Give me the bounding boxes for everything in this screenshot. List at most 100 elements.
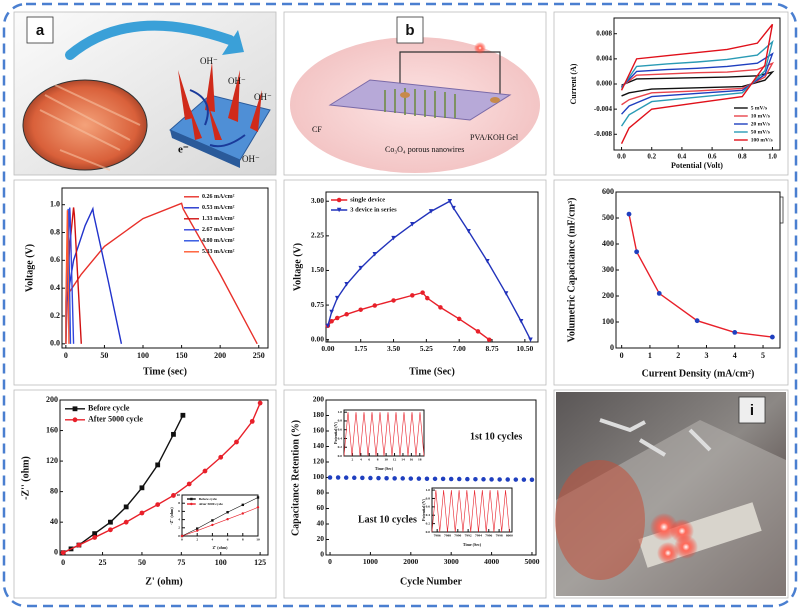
- x-tick-label: 12: [393, 457, 397, 461]
- y-tick-label: 60: [317, 503, 325, 512]
- ion-label: OH⁻: [228, 76, 246, 86]
- marker: [473, 476, 478, 482]
- marker: [241, 503, 244, 507]
- x-tick-label: 16: [410, 457, 414, 461]
- x-tick-label: 6: [227, 537, 229, 541]
- marker: [123, 504, 129, 510]
- y-tick-label: 0.000: [596, 80, 612, 88]
- marker: [626, 211, 632, 217]
- panel-label-box: [738, 396, 766, 424]
- y-tick-label: 0.0: [426, 530, 431, 534]
- x-axis-label: Current Density (mA/cm²): [642, 368, 755, 379]
- series-line: [327, 200, 532, 341]
- device-label: Co₃O₄ porous nanowires: [385, 145, 464, 154]
- chart: 0 1 2 3 4 5 0 100 200 300 400 500 600 Current Density…: [566, 187, 781, 379]
- marker: [155, 462, 161, 468]
- x-tick-label: 7990: [454, 533, 461, 537]
- ion-label: OH⁻: [200, 56, 218, 66]
- y-tick-label: 400: [602, 239, 614, 248]
- marker: [76, 542, 82, 548]
- marker: [257, 400, 263, 406]
- marker: [329, 318, 334, 324]
- marker: [391, 298, 396, 303]
- x-tick-label: 0.2: [647, 153, 656, 161]
- x-axis-label: Z' (ohm): [145, 576, 183, 587]
- y-tick-label: 0.8: [338, 419, 343, 423]
- y-tick-label: 20: [317, 534, 325, 543]
- series-line: [628, 213, 773, 338]
- marker: [360, 475, 365, 481]
- legend-label: 4.80 mA/cm²: [202, 238, 235, 244]
- x-tick-label: 4000: [484, 557, 499, 566]
- marker: [226, 517, 229, 521]
- legend-label: 0.53 mA/cm²: [202, 205, 235, 211]
- chart: 2 4 6 8 10 12 14 16 18 0.0 0.2 0.4 0.6 0.8 1.0 Time (Se…: [333, 409, 425, 471]
- chart: 0 50 100 150 200 250 0.0 0.2 0.4 0.6 0.8 1.0 Time (s…: [24, 187, 269, 377]
- photo-i: [555, 392, 786, 596]
- electron-label: e⁻: [178, 144, 189, 156]
- y-tick-label: 200: [602, 291, 614, 300]
- y-tick-label: 2: [178, 526, 180, 530]
- y-tick-label: -0.004: [594, 105, 613, 113]
- y-axis-label: Current (A): [569, 63, 578, 104]
- marker: [425, 295, 430, 301]
- series-line: [620, 39, 774, 127]
- y-axis-label: Potential (V): [421, 498, 426, 521]
- annotation: 1st 10 cycles: [470, 431, 522, 442]
- marker: [368, 475, 373, 481]
- marker: [139, 510, 145, 516]
- marker: [226, 511, 229, 514]
- marker: [155, 502, 161, 508]
- x-tick-label: 4: [360, 457, 362, 461]
- x-tick-label: 100: [137, 351, 149, 360]
- series-line: [181, 497, 259, 537]
- legend-label: 0.26 mA/cm²: [202, 194, 235, 200]
- y-tick-label: 0.4: [50, 283, 60, 292]
- legend-label: 50 mV/s: [751, 129, 770, 135]
- series-line: [431, 490, 510, 533]
- x-tick-label: 2: [676, 351, 680, 360]
- x-tick-label: 0: [181, 537, 183, 541]
- y-tick-label: 140: [313, 441, 325, 450]
- x-axis-label: Z' (ohm): [213, 545, 229, 550]
- y-tick-label: 0.004: [596, 54, 612, 62]
- x-tick-label: 0: [620, 351, 624, 360]
- marker: [343, 475, 349, 480]
- legend-label: 1.33 mA/cm²: [202, 216, 235, 222]
- x-tick-label: 150: [176, 351, 188, 360]
- x-tick-label: 4: [733, 351, 737, 360]
- marker: [410, 222, 415, 227]
- marker: [410, 293, 415, 298]
- marker: [171, 431, 176, 437]
- marker: [513, 477, 519, 482]
- marker: [486, 337, 492, 342]
- y-tick-label: 80: [50, 486, 58, 495]
- x-tick-label: 8000: [506, 533, 513, 537]
- marker: [521, 477, 527, 482]
- x-tick-label: 1000: [363, 557, 378, 566]
- legend-label: After 5000 cycle: [88, 415, 143, 424]
- y-tick-label: 200: [46, 395, 58, 404]
- marker: [634, 249, 640, 255]
- marker: [432, 476, 438, 482]
- marker: [336, 207, 342, 213]
- y-tick-label: 1.0: [426, 488, 431, 492]
- y-tick-label: 1.0: [50, 200, 60, 209]
- y-tick-label: 160: [313, 426, 325, 435]
- series-line: [621, 52, 774, 115]
- marker: [335, 475, 341, 480]
- series-line: [621, 70, 775, 97]
- schematic-b: [290, 37, 540, 173]
- y-tick-label: 0.8: [426, 496, 431, 500]
- y-tick-label: 120: [313, 457, 325, 466]
- x-tick-label: 10: [256, 537, 260, 541]
- annotation: Last 10 cycles: [358, 514, 417, 525]
- y-tick-label: 0.75: [311, 300, 324, 309]
- marker: [497, 477, 502, 482]
- y-tick-label: 4: [178, 517, 180, 521]
- x-tick-label: 7986: [434, 533, 441, 537]
- ion-label: OH⁻: [242, 154, 260, 164]
- x-tick-label: 8: [242, 537, 244, 541]
- y-axis-label: Potential (V): [333, 421, 338, 444]
- y-tick-label: 40: [317, 519, 325, 528]
